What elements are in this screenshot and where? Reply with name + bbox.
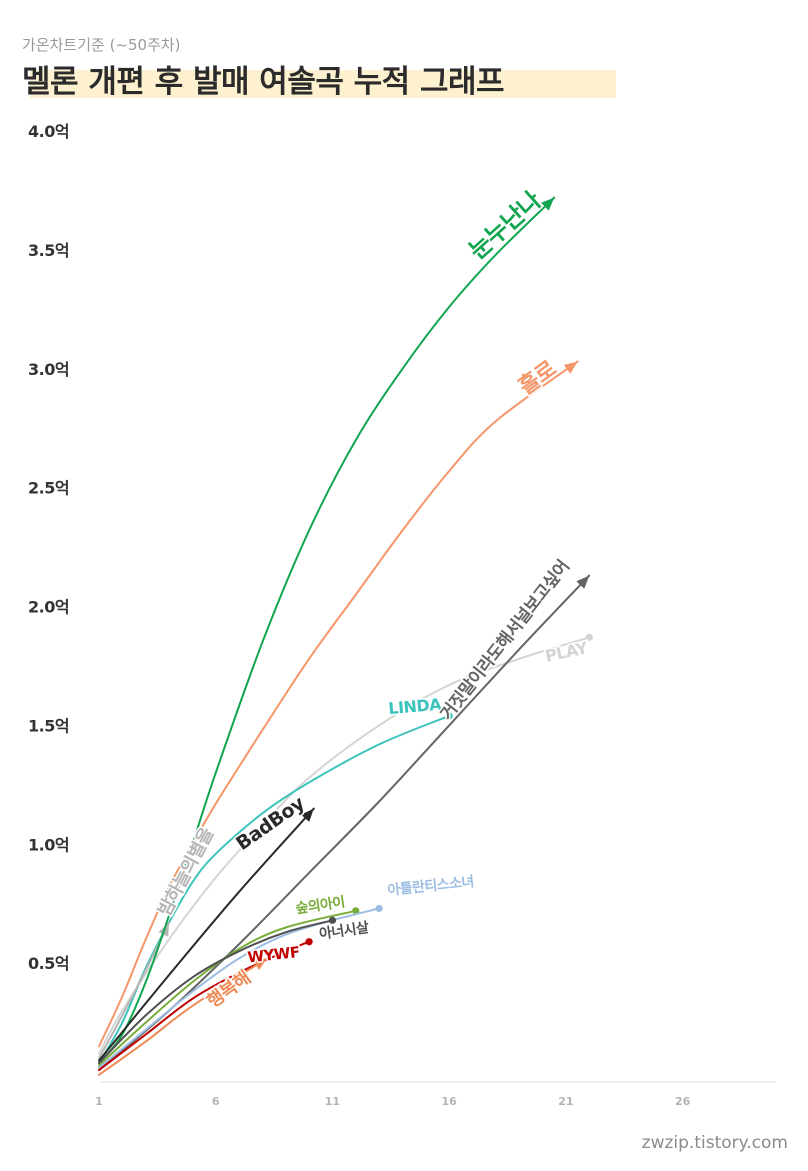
series-label: BadBoy	[232, 792, 309, 855]
y-tick-label: 2.0억	[28, 598, 69, 617]
series-end-dot	[305, 938, 313, 946]
series-line	[98, 360, 579, 1048]
series-line	[98, 196, 556, 1064]
y-tick-label: 3.5억	[28, 241, 69, 260]
y-tick-label: 1.0억	[28, 835, 69, 854]
series-end-dot	[585, 633, 593, 642]
series-label: 홀로	[514, 356, 561, 400]
series-end-dot	[352, 907, 360, 915]
series-line	[98, 636, 591, 1055]
x-tick-label: 6	[212, 1095, 220, 1108]
chart-title: 멜론 개편 후 발매 여솔곡 누적 그래프	[22, 64, 505, 100]
watermark: zwzip.tistory.com	[641, 1133, 788, 1153]
series-label: 밤하늘의별을	[154, 825, 218, 920]
series-WYWF	[98, 938, 313, 1072]
x-tick-label: 21	[558, 1095, 573, 1108]
series-end-arrow	[253, 958, 268, 970]
series-label: 아틀란티스소녀	[387, 873, 475, 899]
series-end-dot	[328, 916, 337, 924]
series-아너시살	[98, 916, 337, 1064]
series-end-arrow	[576, 575, 590, 589]
series-label: 눈누난나	[463, 186, 546, 265]
series-홀로	[98, 360, 579, 1048]
x-tick-label: 11	[325, 1095, 340, 1108]
series-end-arrow	[563, 361, 578, 374]
series-행복해	[98, 957, 269, 1076]
y-tick-label: 1.5억	[28, 716, 69, 735]
title-highlight	[30, 70, 616, 98]
series-거짓말이라도해서널보고싶어	[98, 574, 591, 1072]
series-end-dot	[375, 904, 383, 913]
series-end-arrow	[541, 197, 555, 211]
series-line	[98, 574, 591, 1072]
series-PLAY	[98, 633, 593, 1055]
y-tick-label: 2.5억	[28, 479, 69, 498]
x-tick-label: 16	[442, 1095, 458, 1108]
series-label: LINDA	[388, 695, 443, 719]
y-tick-label: 3.0억	[28, 360, 69, 379]
series-line	[98, 957, 269, 1076]
series-label: PLAY	[543, 638, 589, 666]
series-line	[98, 919, 334, 1064]
series-label: WYWF	[247, 943, 301, 966]
y-tick-label: 0.5억	[28, 954, 69, 973]
chart-subtitle: 가온차트기준 (~50주차)	[22, 36, 181, 54]
series-end-arrow	[300, 808, 314, 822]
series-label: 거짓말이라도해서널보고싶어	[436, 556, 574, 724]
series-line	[98, 940, 311, 1072]
series-label: 행복해	[203, 967, 254, 1012]
series-line	[98, 807, 315, 1062]
series-end-dot	[445, 712, 453, 720]
title-block: 멜론 개편 후 발매 여솔곡 누적 그래프	[22, 56, 616, 101]
series-BadBoy	[98, 807, 315, 1062]
x-tick-label: 1	[95, 1095, 103, 1108]
x-tick-label: 26	[675, 1095, 691, 1108]
y-tick-label: 4.0억	[28, 122, 69, 141]
series-눈누난나	[98, 196, 556, 1064]
